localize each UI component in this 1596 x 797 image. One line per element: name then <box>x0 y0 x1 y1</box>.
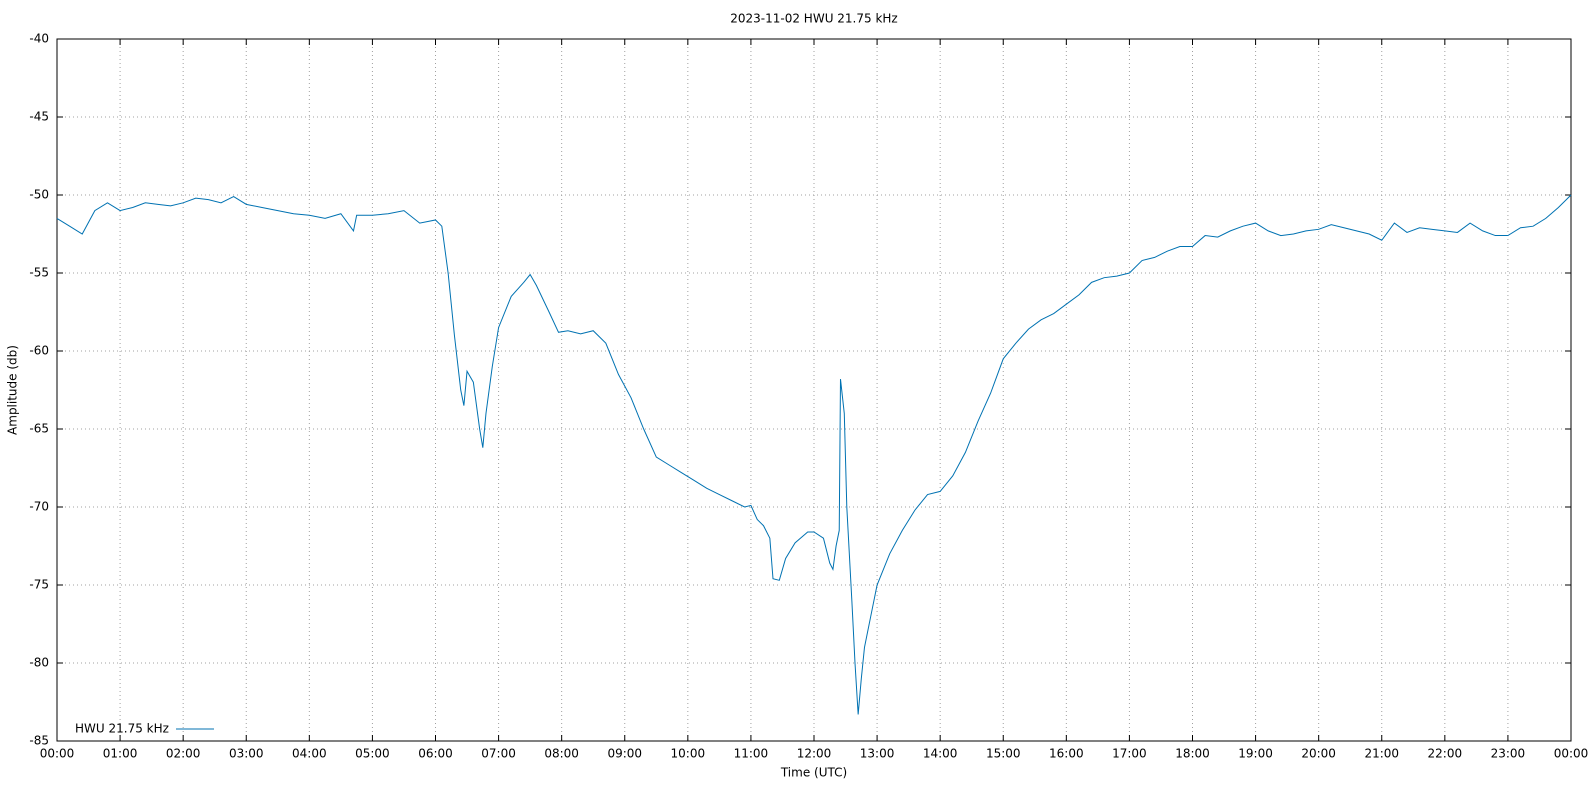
x-tick-label: 17:00 <box>1112 747 1147 761</box>
x-tick-label: 01:00 <box>103 747 138 761</box>
x-axis-label: Time (UTC) <box>780 766 847 780</box>
y-tick-label: -85 <box>29 734 49 748</box>
y-tick-label: -45 <box>29 110 49 124</box>
x-tick-label: 14:00 <box>923 747 958 761</box>
y-tick-label: -75 <box>29 578 49 592</box>
x-tick-label: 13:00 <box>860 747 895 761</box>
x-tick-label: 22:00 <box>1428 747 1463 761</box>
data-line <box>56 194 1572 715</box>
x-tick-label: 15:00 <box>986 747 1021 761</box>
y-tick-label: -55 <box>29 266 49 280</box>
x-tick-label: 00:00 <box>40 747 75 761</box>
legend-label: HWU 21.75 kHz <box>75 722 169 736</box>
x-tick-label: 23:00 <box>1491 747 1526 761</box>
x-tick-label: 03:00 <box>229 747 264 761</box>
y-tick-label: -40 <box>29 32 49 46</box>
x-tick-label: 00:00 <box>1554 747 1589 761</box>
x-tick-label: 08:00 <box>544 747 579 761</box>
x-tick-label: 07:00 <box>481 747 516 761</box>
y-axis-label: Amplitude (db) <box>6 345 20 435</box>
x-tick-label: 05:00 <box>355 747 390 761</box>
x-tick-label: 09:00 <box>607 747 642 761</box>
x-tick-label: 06:00 <box>418 747 453 761</box>
plot-frame <box>56 38 1572 742</box>
chart-title: 2023-11-02 HWU 21.75 kHz <box>730 12 897 26</box>
y-tick-label: -80 <box>29 656 49 670</box>
x-tick-label: 19:00 <box>1238 747 1273 761</box>
x-tick-label: 11:00 <box>734 747 769 761</box>
y-tick-label: -60 <box>29 344 49 358</box>
x-tick-label: 10:00 <box>671 747 706 761</box>
x-tick-label: 12:00 <box>797 747 832 761</box>
x-tick-label: 04:00 <box>292 747 327 761</box>
x-tick-label: 16:00 <box>1049 747 1084 761</box>
y-tick-label: -65 <box>29 422 49 436</box>
x-tick-label: 21:00 <box>1364 747 1399 761</box>
x-tick-label: 02:00 <box>166 747 201 761</box>
y-tick-label: -70 <box>29 500 49 514</box>
y-tick-label: -50 <box>29 188 49 202</box>
x-tick-label: 18:00 <box>1175 747 1210 761</box>
x-tick-label: 20:00 <box>1301 747 1336 761</box>
